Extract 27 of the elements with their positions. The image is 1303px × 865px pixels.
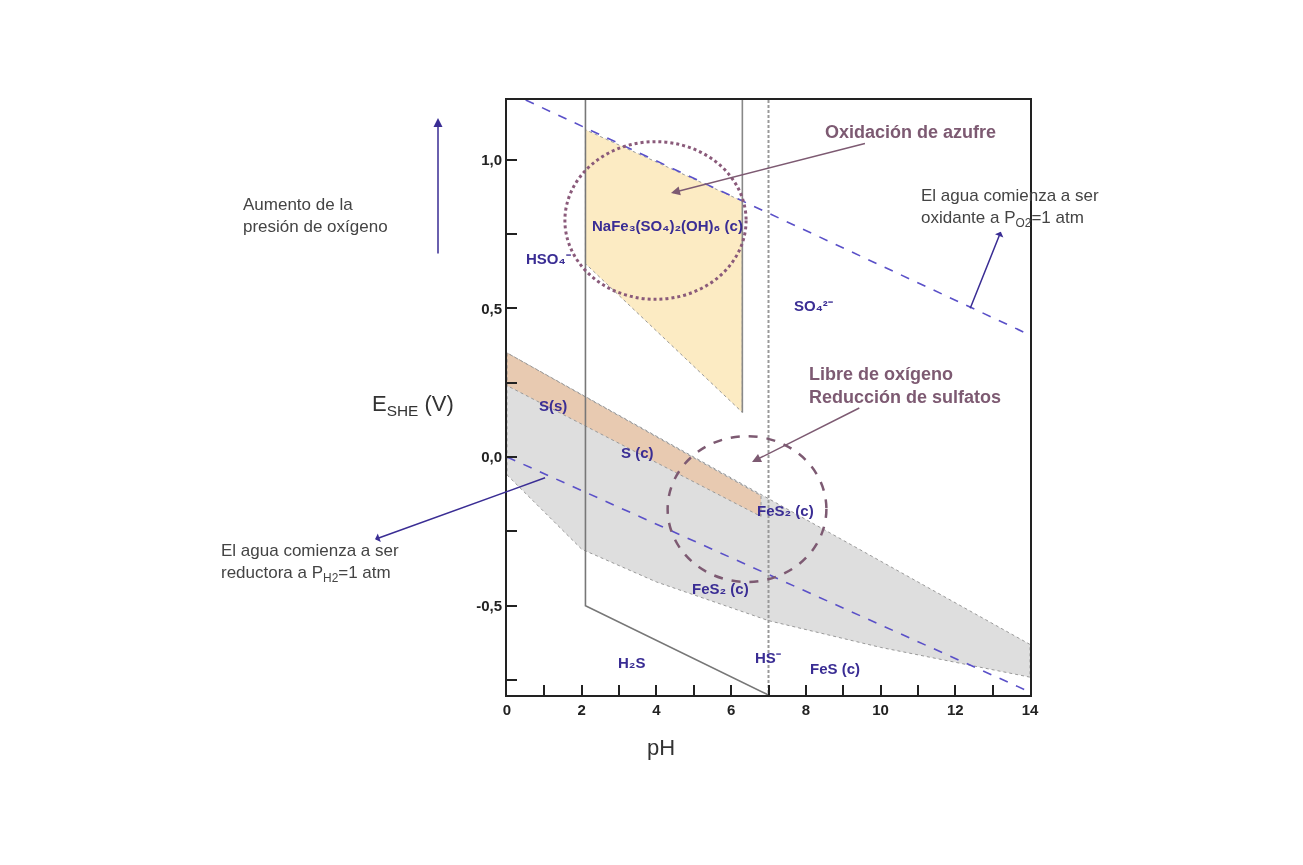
annotation: HSO₄⁻ xyxy=(526,250,571,267)
x-tick-label: 4 xyxy=(652,701,662,718)
annotation: HS⁻ xyxy=(755,649,781,666)
x-tick-label: 2 xyxy=(577,701,586,718)
annotation: H₂S xyxy=(618,654,646,671)
y-axis-title: E$_{SHE}$ (V) xyxy=(372,391,454,419)
annotation: El agua comienza a ser reductora a P$_{H2}$=1 atm xyxy=(221,541,399,585)
text: Aumento de la presión de oxígeno xyxy=(243,195,388,237)
annotation: S (c) xyxy=(621,444,654,461)
annotation: FeS₂ (c) xyxy=(692,580,749,597)
annotation: FeS₂ (c) xyxy=(757,502,814,519)
y-tick-label: -0,5 xyxy=(476,597,502,614)
y-tick-label: 0,5 xyxy=(481,299,502,317)
x-tick-label: 10 xyxy=(872,701,889,718)
x-axis-title: pH xyxy=(647,735,676,760)
x-tick-label: 12 xyxy=(946,701,964,718)
annotation: SO₄²⁻ xyxy=(794,297,833,314)
x-tick-label: 14 xyxy=(1021,701,1039,718)
x-tick-label: 6 xyxy=(726,701,736,718)
annotation: Libre de oxígeno Reducción de sulfatos xyxy=(809,364,1002,408)
annotation: FeS (c) xyxy=(810,660,861,677)
annotation: S(s) xyxy=(539,397,568,414)
x-tick-label: 8 xyxy=(801,701,811,718)
annotation: Oxidación de azufre xyxy=(825,122,997,142)
y-tick-label: 1,0 xyxy=(481,150,502,168)
y-tick-label: 0,0 xyxy=(481,448,502,466)
x-tick-label: 0 xyxy=(502,701,512,718)
